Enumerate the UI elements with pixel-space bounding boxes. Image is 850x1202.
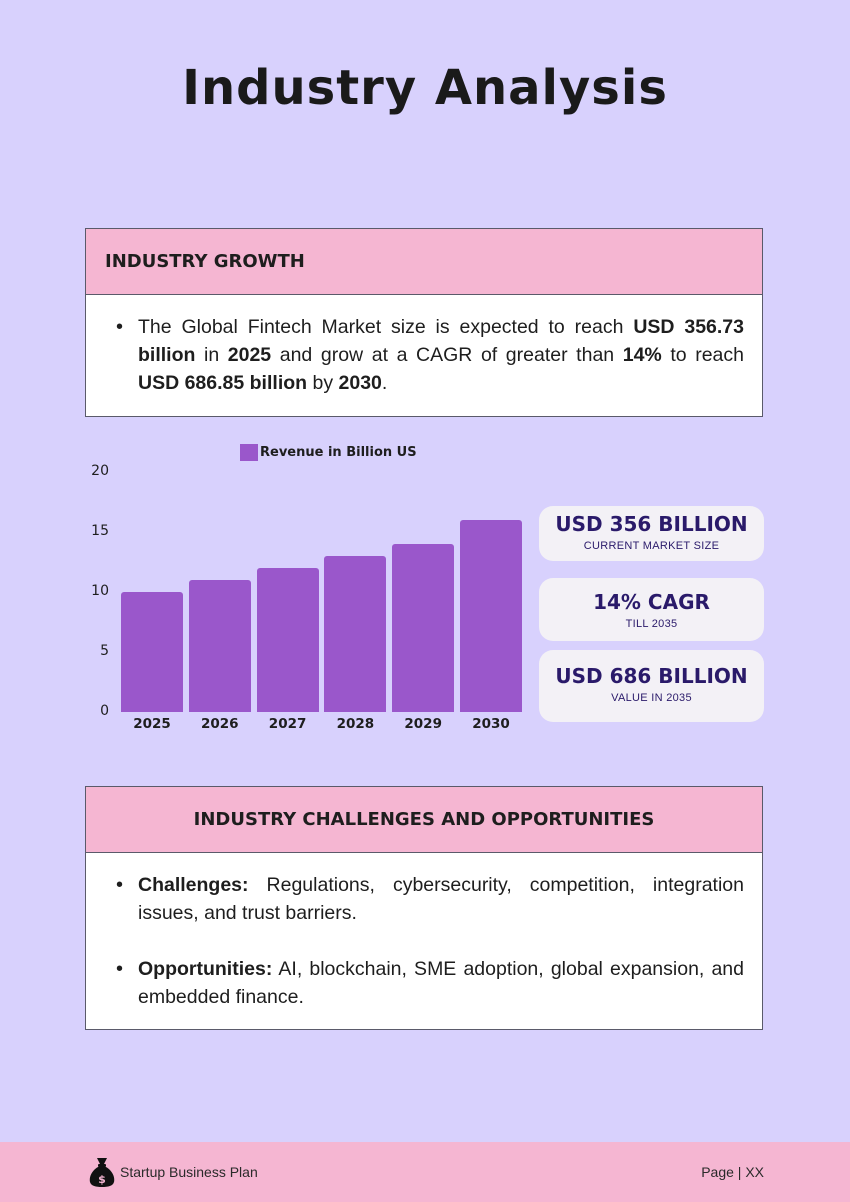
challenges-label: Challenges: [138,874,249,896]
industry-growth-heading: INDUSTRY GROWTH [86,229,762,295]
stat-future-value: USD 686 BILLION VALUE IN 2035 [539,650,764,722]
y-tick: 20 [91,463,109,479]
bar-2030 [460,520,522,712]
x-tick: 2027 [268,716,307,732]
challenges-heading: INDUSTRY CHALLENGES AND OPPORTUNITIES [86,787,762,853]
legend-swatch [240,444,258,461]
bullet-icon: • [116,316,124,338]
stat-label: VALUE IN 2035 [611,692,692,704]
x-tick: 2025 [133,716,171,732]
footer-brand-label: Startup Business Plan [120,1164,258,1180]
challenges-body: • Challenges: Regulations, cybersecurity… [86,853,762,1031]
list-item: • Challenges: Regulations, cybersecurity… [116,871,744,927]
opportunities-label: Opportunities: [138,958,273,980]
page-number: Page | XX [701,1164,764,1180]
bar-2025 [121,592,183,712]
growth-text: The Global Fintech Market size is expect… [138,316,744,394]
challenges-text: Regulations, cybersecurity, competition,… [138,874,744,924]
money-bag-icon: $ [89,1158,115,1187]
stat-label: CURRENT MARKET SIZE [583,540,720,552]
bullet-icon: • [116,874,124,896]
list-item: • Opportunities: AI, blockchain, SME ado… [116,955,744,1011]
bar-2028 [324,556,387,712]
y-tick: 0 [100,703,109,719]
stat-cagr: 14% CAGR TILL 2035 [539,578,764,641]
svg-text:$: $ [98,1173,106,1186]
bar-2026 [188,580,251,712]
y-tick: 5 [100,643,109,659]
stat-current-market-size: USD 356 BILLION CURRENT MARKET SIZE [539,506,764,561]
bullet-icon: • [116,958,124,980]
legend-label: Revenue in Billion US [260,445,417,460]
footer: $ Startup Business Plan Page | XX [0,1142,850,1202]
revenue-bar-chart: Revenue in Billion US 20 15 10 5 0 2025 2… [85,440,530,740]
stat-label: TILL 2035 [625,618,678,630]
footer-brand: $ Startup Business Plan [88,1156,258,1188]
stat-value: USD 686 BILLION [555,664,748,688]
industry-growth-card: INDUSTRY GROWTH • The Global Fintech Mar… [85,228,763,417]
x-tick: 2028 [336,716,375,732]
x-tick: 2026 [201,716,239,732]
stat-value: USD 356 BILLION [555,512,748,536]
stat-value: 14% CAGR [593,590,710,614]
y-tick: 15 [91,523,109,539]
page-title: Industry Analysis [182,60,668,116]
y-tick: 10 [91,583,109,599]
challenges-card: INDUSTRY CHALLENGES AND OPPORTUNITIES • … [85,786,763,1030]
industry-growth-body: • The Global Fintech Market size is expe… [86,295,762,417]
bar-2027 [256,568,319,712]
chart-legend: Revenue in Billion US [240,444,417,461]
list-item: • The Global Fintech Market size is expe… [116,313,744,397]
opportunities-text: AI, blockchain, SME adoption, global exp… [138,958,744,1008]
x-tick: 2029 [404,716,442,732]
x-tick: 2030 [472,716,510,732]
bar-2029 [392,544,455,712]
